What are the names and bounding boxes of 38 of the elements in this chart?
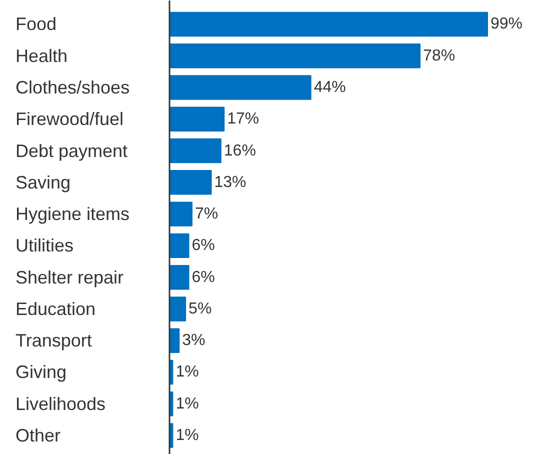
data-label: 6% bbox=[192, 237, 215, 254]
y-tick-label: Giving bbox=[16, 362, 67, 382]
y-tick-label: Education bbox=[16, 298, 96, 319]
data-label: 1% bbox=[176, 395, 199, 412]
data-label: 78% bbox=[423, 47, 456, 64]
y-tick-label: Saving bbox=[16, 172, 71, 192]
bar bbox=[169, 75, 312, 100]
y-tick-label: Food bbox=[16, 14, 57, 34]
data-label: 17% bbox=[227, 110, 260, 128]
data-label: 16% bbox=[224, 142, 256, 160]
y-tick-label: Livelihoods bbox=[16, 394, 106, 414]
bar bbox=[169, 233, 190, 258]
y-tick-label: Other bbox=[16, 426, 61, 446]
data-label: 13% bbox=[214, 174, 246, 191]
data-label: 7% bbox=[194, 206, 218, 223]
data-label: 99% bbox=[490, 16, 523, 33]
bar bbox=[169, 170, 212, 195]
y-tick-label: Firewood/fuel bbox=[16, 109, 124, 130]
bar bbox=[169, 106, 225, 132]
bar bbox=[169, 44, 421, 68]
data-label: 1% bbox=[176, 364, 199, 381]
y-tick-label: Debt payment bbox=[16, 140, 128, 161]
bar bbox=[169, 12, 488, 37]
y-tick-label: Hygiene items bbox=[16, 204, 130, 224]
bar bbox=[169, 138, 222, 164]
data-label: 3% bbox=[182, 332, 206, 350]
y-tick-label: Transport bbox=[16, 330, 92, 351]
y-tick-label: Utilities bbox=[16, 236, 74, 256]
data-label: 1% bbox=[176, 427, 199, 444]
data-label: 5% bbox=[188, 300, 212, 318]
bar bbox=[169, 202, 192, 226]
bar bbox=[169, 296, 186, 322]
data-label: 6% bbox=[192, 268, 215, 286]
y-tick-label: Shelter repair bbox=[16, 267, 124, 288]
bar bbox=[169, 264, 190, 290]
y-tick-label: Health bbox=[16, 46, 68, 66]
y-tick-label: Clothes/shoes bbox=[16, 78, 130, 98]
data-label: 44% bbox=[314, 79, 346, 96]
